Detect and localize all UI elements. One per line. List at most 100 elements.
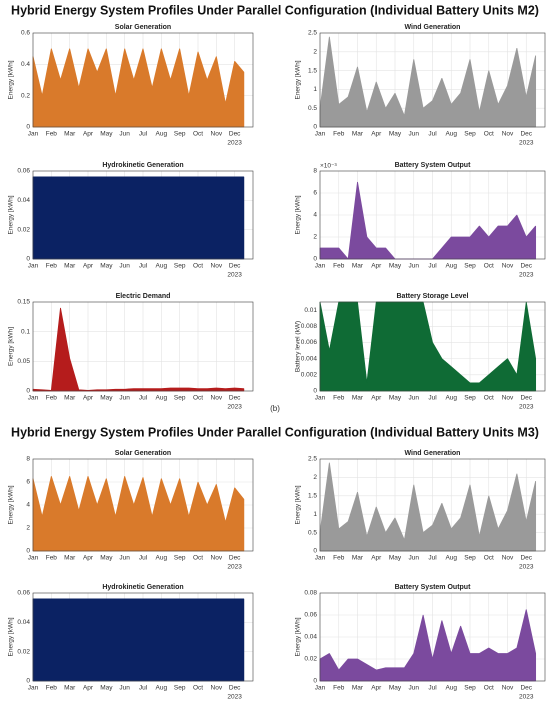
y-tick-label: 0.04 [17,619,30,626]
y-tick-label: 0.6 [21,30,30,37]
x-tick-label: Dec [229,131,241,138]
y-tick-label: 0.02 [17,648,30,655]
x-tick-label: Mar [352,555,364,562]
x-tick-label: Jun [119,555,130,562]
figure-label: (b) [270,404,280,413]
x-tick-label: May [100,263,113,270]
x-tick-label: Sep [464,131,476,138]
y-axis-label: Energy [kWh] [295,60,302,99]
x-tick-label: Jul [139,263,148,270]
y-axis-label: Battery level (kW) [295,321,302,372]
x-tick-label: Feb [333,555,345,562]
x-tick-label: Jul [139,395,148,402]
plot-frame [32,458,254,552]
year-label: 2023 [227,272,242,279]
y-tick-label: 0 [26,256,30,263]
area [319,462,537,552]
x-tick-label: Jun [409,263,420,270]
y-tick-label: 6 [26,479,30,486]
y-exponent: ×10⁻³ [320,163,337,170]
y-tick-label: 0 [26,124,30,131]
x-tick-label: Nov [211,395,223,402]
plot-frame [319,458,546,552]
x-tick-label: Sep [464,263,476,270]
x-tick-label: Sep [174,263,186,270]
x-tick-label: Jan [28,685,39,692]
x-tick-label: Mar [352,131,364,138]
y-tick-label: 0 [26,678,30,685]
y-tick-label: 0 [313,388,317,395]
x-tick-label: Sep [174,685,186,692]
plot-frame [319,301,546,392]
plot-frame [32,301,254,392]
x-tick-label: Aug [445,555,457,562]
x-tick-label: Aug [445,685,457,692]
x-tick-label: Jul [139,685,148,692]
x-tick-label: Apr [371,395,382,402]
chart-title: Hydrokinetic Generation [102,162,183,169]
x-tick-label: Dec [520,555,532,562]
x-tick-label: Nov [502,395,514,402]
x-tick-label: Oct [484,131,494,138]
plot-frame [319,592,546,682]
x-tick-label: Feb [46,131,58,138]
x-tick-label: Jun [119,131,130,138]
y-tick-label: 0.2 [21,92,30,99]
y-tick-label: 0.002 [301,372,318,379]
x-tick-label: Oct [193,263,203,270]
x-tick-label: Feb [46,555,58,562]
chart-title: Battery System Output [395,584,472,591]
x-tick-label: Apr [371,685,382,692]
y-tick-label: 0 [313,548,317,555]
x-tick-label: Apr [371,263,382,270]
y-tick-label: 0.02 [17,226,30,233]
x-tick-label: Nov [502,131,514,138]
y-tick-label: 0.04 [304,634,317,641]
year-label: 2023 [519,140,534,147]
year-label: 2023 [519,564,534,571]
x-tick-label: Jan [28,395,39,402]
x-tick-label: Nov [211,131,223,138]
x-tick-label: Oct [484,263,494,270]
x-tick-label: Jul [428,555,437,562]
x-tick-label: Sep [174,555,186,562]
y-axis-label: Energy [kWh] [8,60,15,99]
x-tick-label: May [389,395,402,402]
x-tick-label: May [389,131,402,138]
x-tick-label: Jun [409,395,420,402]
y-tick-label: 0 [313,124,317,131]
figure-title: Hybrid Energy System Profiles Under Para… [11,3,539,17]
chart-title: Wind Generation [405,24,461,31]
y-tick-label: 0.4 [21,61,30,68]
y-tick-label: 0.004 [301,355,318,362]
x-tick-label: May [389,685,402,692]
y-tick-label: 0 [26,388,30,395]
y-tick-label: 0.008 [301,323,318,330]
x-tick-label: Nov [502,555,514,562]
x-tick-label: Feb [333,263,345,270]
x-tick-label: May [100,555,113,562]
x-tick-label: Aug [156,263,168,270]
x-tick-label: Apr [371,555,382,562]
area [319,609,537,682]
chart-title: Battery Storage Level [397,293,469,300]
y-tick-label: 0 [26,548,30,555]
y-axis-label: Energy [kWh] [8,327,15,366]
y-tick-label: 2 [313,49,317,56]
y-tick-label: 1.5 [308,67,317,74]
x-tick-label: Mar [64,263,76,270]
x-tick-label: Jul [428,685,437,692]
x-tick-label: Sep [464,685,476,692]
x-tick-label: Dec [520,131,532,138]
x-tick-label: Aug [445,395,457,402]
x-tick-label: Jul [428,131,437,138]
x-tick-label: May [100,395,113,402]
y-tick-label: 0.01 [304,307,317,314]
x-tick-label: Sep [464,395,476,402]
x-tick-label: Jan [315,395,326,402]
x-tick-label: Dec [229,263,241,270]
year-label: 2023 [227,564,242,571]
y-tick-label: 0.1 [21,328,30,335]
x-tick-label: Jun [119,395,130,402]
